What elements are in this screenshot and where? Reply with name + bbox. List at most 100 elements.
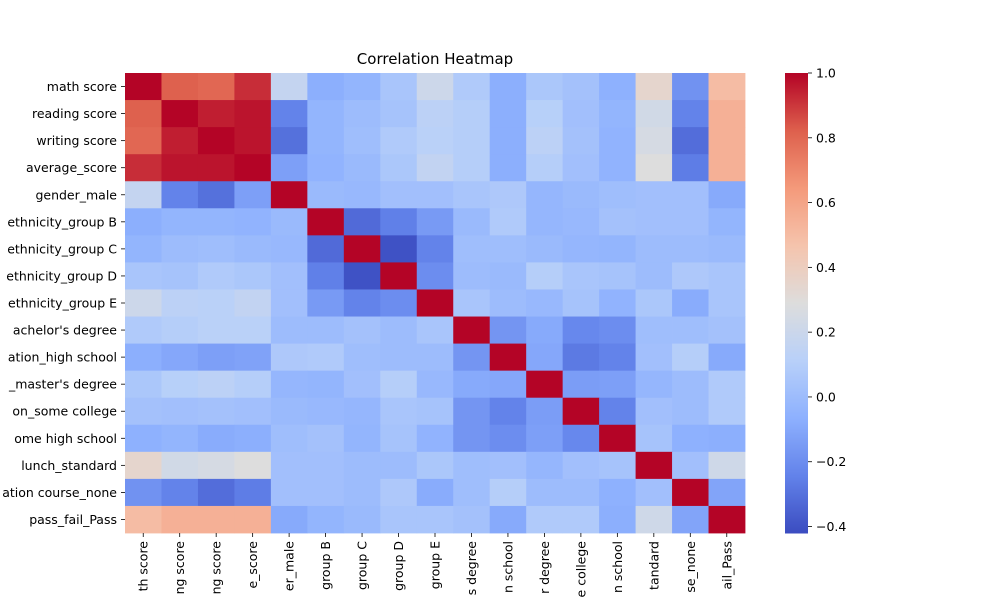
heatmap-cell: [416, 289, 454, 317]
heatmap-cell: [380, 181, 418, 209]
heatmap-cell: [197, 370, 235, 399]
colorbar-segment: [785, 193, 808, 196]
colorbar-segment: [785, 531, 808, 534]
heatmap-cell: [453, 208, 491, 236]
heatmap-cell: [197, 397, 235, 426]
colorbar-segment: [785, 419, 808, 422]
colorbar-segment: [785, 445, 808, 448]
heatmap-cell: [672, 235, 709, 263]
heatmap-cell: [526, 289, 564, 317]
colorbar-segment: [785, 393, 808, 396]
heatmap-cell: [380, 505, 418, 534]
heatmap-cell: [453, 289, 491, 317]
column-label: th score: [136, 541, 151, 592]
colorbar-segment: [785, 509, 808, 512]
colorbar-segment: [785, 279, 808, 282]
heatmap-cell: [197, 154, 235, 182]
heatmap-cell: [197, 100, 235, 128]
heatmap-cell: [307, 154, 345, 182]
heatmap-cell: [307, 181, 345, 209]
colorbar-segment: [785, 377, 808, 380]
heatmap-cell: [599, 127, 636, 155]
row-label: ethnicity_group D: [6, 268, 117, 283]
colorbar-segment: [785, 141, 808, 144]
heatmap-cell: [562, 316, 600, 344]
heatmap-cell: [599, 154, 636, 182]
heatmap-cell: [708, 208, 746, 236]
colorbar-segment: [785, 75, 808, 78]
colorbar-segment: [785, 309, 808, 312]
heatmap-cell: [161, 208, 199, 236]
heatmap-cell: [197, 478, 235, 507]
heatmap-cell: [672, 127, 709, 155]
colorbar-segment: [785, 205, 808, 208]
heatmap-cell: [307, 316, 345, 344]
colorbar-segment: [785, 341, 808, 344]
heatmap-cell: [161, 262, 199, 290]
colorbar-segment: [785, 415, 808, 418]
heatmap-cell: [270, 370, 308, 399]
colorbar-segment: [785, 323, 808, 326]
heatmap-cell: [708, 100, 746, 128]
colorbar-segment: [785, 337, 808, 340]
heatmap-cell: [380, 451, 418, 480]
colorbar-segment: [785, 145, 808, 148]
colorbar-segment: [785, 351, 808, 354]
colorbar-segment: [785, 189, 808, 192]
heatmap-cell: [489, 397, 527, 426]
heatmap-cell: [270, 73, 308, 101]
heatmap-cell: [161, 100, 199, 128]
heatmap-cell: [708, 343, 746, 372]
row-label: ethnicity_group E: [8, 296, 117, 311]
colorbar-segment: [785, 405, 808, 408]
heatmap-cell: [635, 451, 673, 480]
colorbar-segment: [785, 329, 808, 332]
heatmap-cell: [526, 208, 564, 236]
colorbar-segment: [785, 221, 808, 224]
heatmap-cell: [489, 235, 527, 263]
row-label: _master's degree: [8, 377, 117, 392]
heatmap-cell: [672, 424, 709, 453]
colorbar-segment: [785, 197, 808, 200]
column-label: e_score: [245, 541, 260, 589]
colorbar-segment: [785, 375, 808, 378]
heatmap-cell: [708, 370, 746, 399]
colorbar-segment: [785, 113, 808, 116]
colorbar-segment: [785, 435, 808, 438]
heatmap-cell: [234, 208, 272, 236]
column-label: group C: [355, 541, 370, 590]
heatmap-cell: [270, 289, 308, 317]
heatmap-cell: [672, 478, 709, 507]
heatmap-cell: [343, 397, 381, 426]
heatmap-cell: [416, 181, 454, 209]
heatmap-cell: [489, 289, 527, 317]
heatmap-cell: [489, 73, 527, 101]
colorbar-segment: [785, 163, 808, 166]
heatmap-cell: [234, 181, 272, 209]
chart-title: Correlation Heatmap: [357, 50, 513, 68]
heatmap-cell: [125, 370, 162, 399]
heatmap-cell: [599, 316, 636, 344]
heatmap-cell: [453, 154, 491, 182]
heatmap-cell: [380, 343, 418, 372]
heatmap-cell: [526, 505, 564, 534]
colorbar-segment: [785, 133, 808, 136]
colorbar-segment: [785, 139, 808, 142]
colorbar-segment: [785, 217, 808, 220]
colorbar-segment: [785, 225, 808, 228]
heatmap-cell: [416, 397, 454, 426]
heatmap-cell: [270, 181, 308, 209]
colorbar-segment: [785, 425, 808, 428]
heatmap-cell: [161, 235, 199, 263]
heatmap-cell: [672, 100, 709, 128]
heatmap-cell: [708, 424, 746, 453]
heatmap-cell: [599, 208, 636, 236]
heatmap-cell: [708, 127, 746, 155]
colorbar-segment: [785, 361, 808, 364]
colorbar-segment: [785, 327, 808, 330]
heatmap-cell: [562, 451, 600, 480]
heatmap-cell: [197, 424, 235, 453]
heatmap-cell: [599, 262, 636, 290]
colorbar-segment: [785, 429, 808, 432]
colorbar-segment: [785, 383, 808, 386]
